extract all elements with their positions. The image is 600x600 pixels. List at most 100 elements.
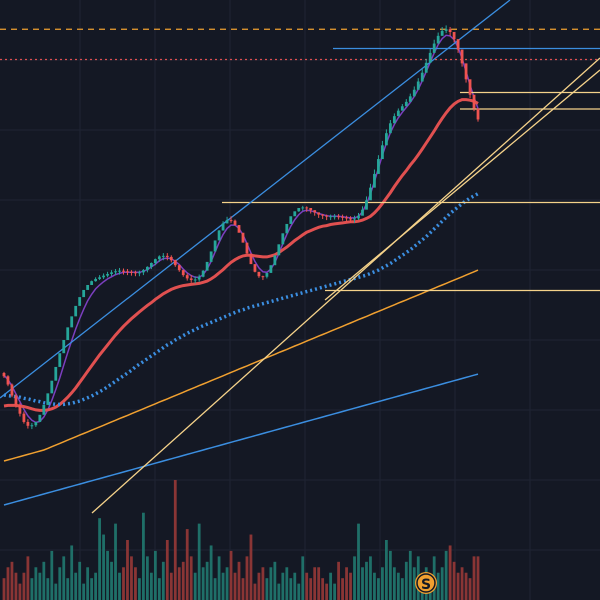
candle-body[interactable]: [289, 216, 293, 224]
candle-body[interactable]: [273, 255, 277, 266]
candle-body[interactable]: [412, 89, 416, 97]
candle-body[interactable]: [281, 233, 285, 245]
candle-body[interactable]: [293, 211, 297, 217]
candle-body[interactable]: [114, 271, 117, 273]
candle-body[interactable]: [165, 255, 169, 257]
candle-body[interactable]: [261, 276, 265, 278]
candle-body[interactable]: [329, 216, 333, 218]
candle-body[interactable]: [277, 244, 281, 256]
candle-body[interactable]: [341, 216, 344, 218]
candle-body[interactable]: [18, 404, 22, 414]
candle-body[interactable]: [353, 218, 356, 220]
candle-body[interactable]: [301, 207, 305, 209]
candle-body[interactable]: [456, 39, 460, 50]
candle-body[interactable]: [142, 270, 145, 273]
candle-body[interactable]: [428, 52, 432, 63]
candle-body[interactable]: [233, 220, 237, 226]
candle-body[interactable]: [225, 220, 229, 224]
candle-body[interactable]: [361, 209, 364, 216]
candle-body[interactable]: [444, 29, 448, 31]
candle-body[interactable]: [241, 232, 245, 243]
candle-body[interactable]: [392, 116, 396, 124]
candle-body[interactable]: [197, 276, 201, 280]
candle-body[interactable]: [305, 207, 309, 209]
candle-body[interactable]: [134, 272, 137, 274]
candle-body[interactable]: [42, 404, 46, 415]
candle-body[interactable]: [54, 366, 58, 381]
candle-body[interactable]: [408, 96, 412, 102]
candle-body[interactable]: [149, 263, 153, 267]
candle-body[interactable]: [257, 271, 261, 277]
candle-body[interactable]: [46, 393, 50, 405]
candle-body[interactable]: [22, 413, 26, 422]
candle-body[interactable]: [102, 275, 105, 278]
candle-body[interactable]: [145, 266, 149, 271]
candle-body[interactable]: [62, 340, 66, 354]
candle-body[interactable]: [90, 281, 94, 285]
candle-body[interactable]: [325, 215, 329, 217]
candle-body[interactable]: [337, 216, 340, 218]
trend-line-support[interactable]: [91, 57, 600, 514]
candle-body[interactable]: [30, 425, 34, 427]
candle-body[interactable]: [464, 63, 468, 80]
candle-body[interactable]: [468, 79, 472, 95]
candle-body[interactable]: [14, 395, 18, 405]
candle-body[interactable]: [373, 173, 376, 188]
candle-body[interactable]: [2, 373, 6, 377]
candle-body[interactable]: [265, 272, 269, 277]
candle-body[interactable]: [384, 133, 388, 146]
candle-body[interactable]: [229, 220, 233, 222]
candle-body[interactable]: [420, 72, 424, 82]
candle-body[interactable]: [106, 274, 109, 276]
candle-body[interactable]: [345, 217, 348, 219]
candle-body[interactable]: [177, 265, 181, 271]
candle-body[interactable]: [321, 214, 325, 216]
candle-body[interactable]: [217, 230, 221, 241]
candle-body[interactable]: [185, 275, 189, 279]
candle-body[interactable]: [285, 223, 289, 234]
candle-body[interactable]: [153, 259, 157, 263]
candle-body[interactable]: [440, 30, 444, 36]
candle-body[interactable]: [476, 108, 480, 120]
candle-body[interactable]: [245, 242, 249, 254]
candle-body[interactable]: [38, 414, 42, 422]
candle-body[interactable]: [189, 278, 193, 281]
candle-body[interactable]: [357, 215, 360, 219]
candle-body[interactable]: [82, 289, 86, 298]
candle-body[interactable]: [110, 272, 113, 274]
candle-body[interactable]: [58, 353, 62, 367]
candle-body[interactable]: [209, 251, 213, 262]
candle-body[interactable]: [169, 256, 173, 261]
candle-body[interactable]: [138, 272, 141, 274]
candle-body[interactable]: [253, 264, 257, 272]
candle-body[interactable]: [50, 380, 54, 394]
candle-body[interactable]: [269, 265, 273, 273]
candle-body[interactable]: [317, 212, 321, 215]
candle-body[interactable]: [237, 225, 241, 233]
candle-body[interactable]: [98, 277, 101, 279]
candle-body[interactable]: [416, 81, 420, 90]
candle-body[interactable]: [94, 278, 98, 282]
candle-body[interactable]: [404, 101, 408, 107]
candle-body[interactable]: [157, 256, 161, 260]
candle-body[interactable]: [472, 94, 476, 109]
candle-body[interactable]: [66, 327, 70, 340]
candle-body[interactable]: [205, 261, 209, 271]
candle-body[interactable]: [213, 240, 217, 252]
candle-body[interactable]: [388, 123, 392, 134]
event-badge-circle[interactable]: [415, 572, 437, 594]
candle-body[interactable]: [377, 159, 380, 174]
candle-body[interactable]: [26, 421, 30, 426]
candle-body[interactable]: [424, 62, 428, 73]
candle-body[interactable]: [221, 223, 225, 231]
candle-body[interactable]: [349, 218, 352, 220]
candle-body[interactable]: [126, 271, 129, 273]
candle-body[interactable]: [369, 187, 372, 201]
candle-body[interactable]: [193, 279, 197, 281]
candle-body[interactable]: [70, 316, 74, 328]
candle-body[interactable]: [78, 297, 82, 306]
candle-body[interactable]: [173, 260, 177, 266]
candle-body[interactable]: [181, 270, 185, 276]
